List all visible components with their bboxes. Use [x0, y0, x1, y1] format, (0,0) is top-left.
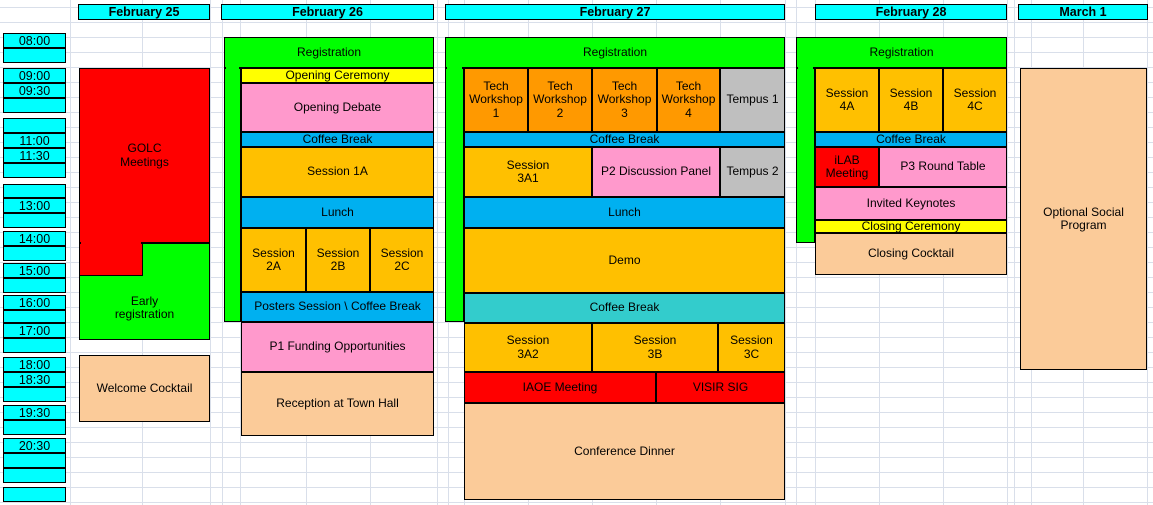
- time-cell-0930[interactable]: 09:30: [3, 83, 66, 98]
- time-cell-blank[interactable]: [3, 118, 66, 133]
- gridline-vertical: [70, 0, 71, 505]
- time-cell-1100[interactable]: 11:00: [3, 133, 66, 148]
- gridline-vertical: [1014, 0, 1015, 505]
- event-session-2a[interactable]: Session 2A: [241, 228, 306, 292]
- event-p1-funding-opportunities[interactable]: P1 Funding Opportunities: [241, 322, 434, 372]
- registration-feb27-seam: [447, 65, 462, 70]
- event-tech-workshop-1[interactable]: Tech Workshop 1: [464, 68, 528, 132]
- gridline-vertical: [1147, 0, 1148, 505]
- event-session-3b[interactable]: Session 3B: [592, 323, 718, 372]
- event-coffee-break-feb27-am[interactable]: Coffee Break: [464, 132, 785, 147]
- event-p2-discussion-panel[interactable]: P2 Discussion Panel: [592, 147, 720, 197]
- time-cell-1300[interactable]: 13:00: [3, 198, 66, 213]
- time-cell-blank[interactable]: [3, 163, 66, 178]
- event-tempus-1[interactable]: Tempus 1: [720, 68, 785, 132]
- event-golc-meetings-notch[interactable]: [79, 243, 143, 276]
- event-lunch-feb27[interactable]: Lunch: [464, 197, 785, 228]
- event-session-2c[interactable]: Session 2C: [370, 228, 434, 292]
- time-cell-blank[interactable]: [3, 213, 66, 228]
- gridline-horizontal: [0, 502, 1153, 503]
- day-header-march-1[interactable]: March 1: [1018, 4, 1148, 20]
- time-cell-blank[interactable]: [3, 338, 66, 353]
- event-tech-workshop-3[interactable]: Tech Workshop 3: [592, 68, 657, 132]
- time-cell-blank[interactable]: [3, 387, 66, 402]
- event-session-3a2[interactable]: Session 3A2: [464, 323, 592, 372]
- event-coffee-break-feb27-pm[interactable]: Coffee Break: [464, 293, 785, 323]
- gridline-vertical: [437, 0, 438, 505]
- time-cell-1700[interactable]: 17:00: [3, 323, 66, 338]
- time-cell-blank[interactable]: [3, 246, 66, 261]
- event-demo[interactable]: Demo: [464, 228, 785, 293]
- event-closing-cocktail[interactable]: Closing Cocktail: [815, 233, 1007, 275]
- time-cell-1800[interactable]: 18:00: [3, 357, 66, 372]
- event-opening-ceremony[interactable]: Opening Ceremony: [241, 68, 434, 83]
- event-conference-dinner[interactable]: Conference Dinner: [464, 403, 785, 500]
- time-cell-blank[interactable]: [3, 420, 66, 435]
- gridline-vertical: [1007, 0, 1008, 505]
- event-session-1a[interactable]: Session 1A: [241, 147, 434, 197]
- time-cell-1500[interactable]: 15:00: [3, 263, 66, 278]
- time-cell-blank[interactable]: [3, 453, 66, 468]
- day-header-february-27[interactable]: February 27: [445, 4, 785, 20]
- time-cell-1600[interactable]: 16:00: [3, 295, 66, 310]
- time-cell-blank[interactable]: [3, 98, 66, 113]
- time-cell-blank[interactable]: [3, 310, 66, 323]
- gridline-vertical: [796, 0, 797, 505]
- time-cell-blank[interactable]: [3, 184, 66, 198]
- event-tech-workshop-4[interactable]: Tech Workshop 4: [657, 68, 720, 132]
- event-opening-debate[interactable]: Opening Debate: [241, 83, 434, 132]
- event-reception-at-town-hall[interactable]: Reception at Town Hall: [241, 372, 434, 436]
- gridline-vertical: [210, 0, 211, 505]
- time-cell-1130[interactable]: 11:30: [3, 148, 66, 163]
- event-posters-session-coffee-break[interactable]: Posters Session \ Coffee Break: [241, 292, 434, 322]
- event-registration-feb26[interactable]: Registration: [224, 37, 434, 68]
- time-cell-0800[interactable]: 08:00: [3, 33, 66, 48]
- time-cell-blank[interactable]: [3, 468, 66, 483]
- event-optional-social-program[interactable]: Optional Social Program: [1020, 68, 1147, 370]
- day-header-february-25[interactable]: February 25: [78, 4, 210, 20]
- time-cell-1930[interactable]: 19:30: [3, 405, 66, 420]
- event-registration-feb28[interactable]: Registration: [796, 37, 1007, 68]
- event-closing-ceremony[interactable]: Closing Ceremony: [815, 219, 1007, 233]
- event-ilab-meeting[interactable]: iLAB Meeting: [815, 147, 879, 187]
- event-tech-workshop-2[interactable]: Tech Workshop 2: [528, 68, 592, 132]
- event-iaoe-meeting[interactable]: IAOE Meeting: [464, 372, 656, 403]
- event-coffee-break-feb28[interactable]: Coffee Break: [815, 132, 1007, 147]
- event-session-4a[interactable]: Session 4A: [815, 68, 879, 132]
- event-session-3c[interactable]: Session 3C: [718, 323, 785, 372]
- event-registration-feb28-strip[interactable]: [796, 68, 815, 243]
- event-p3-round-table[interactable]: P3 Round Table: [879, 147, 1007, 187]
- time-cell-1400[interactable]: 14:00: [3, 231, 66, 246]
- event-invited-keynotes[interactable]: Invited Keynotes: [815, 187, 1007, 220]
- time-cell-blank[interactable]: [3, 278, 66, 293]
- event-visir-sig[interactable]: VISIR SIG: [656, 372, 785, 403]
- registration-feb26-seam: [226, 65, 239, 70]
- gridline-vertical: [785, 0, 786, 505]
- time-cell-blank[interactable]: [3, 48, 66, 63]
- day-header-february-28[interactable]: February 28: [815, 4, 1007, 20]
- event-early-registration-label[interactable]: Early registration: [114, 293, 175, 321]
- gridline-vertical: [222, 0, 223, 505]
- day-header-february-26[interactable]: February 26: [221, 4, 434, 20]
- event-session-4c[interactable]: Session 4C: [943, 68, 1007, 132]
- event-session-4b[interactable]: Session 4B: [879, 68, 943, 132]
- registration-feb28-seam: [798, 65, 813, 70]
- event-session-2b[interactable]: Session 2B: [306, 228, 370, 292]
- time-cell-1830[interactable]: 18:30: [3, 372, 66, 387]
- event-registration-feb26-strip[interactable]: [224, 68, 241, 322]
- event-lunch-feb26[interactable]: Lunch: [241, 197, 434, 228]
- event-registration-feb27[interactable]: Registration: [445, 37, 785, 68]
- time-cell-0900[interactable]: 09:00: [3, 68, 66, 83]
- event-registration-feb27-strip[interactable]: [445, 68, 464, 322]
- event-tempus-2[interactable]: Tempus 2: [720, 147, 785, 197]
- gridline-horizontal: [0, 22, 1153, 23]
- event-golc-meetings[interactable]: GOLC Meetings: [79, 68, 210, 243]
- time-cell-2030[interactable]: 20:30: [3, 438, 66, 453]
- time-cell-blank[interactable]: [3, 487, 66, 502]
- event-session-3a1[interactable]: Session 3A1: [464, 147, 592, 197]
- golc-meetings-seam: [81, 241, 141, 246]
- event-welcome-cocktail[interactable]: Welcome Cocktail: [79, 355, 210, 422]
- event-coffee-break-feb26[interactable]: Coffee Break: [241, 132, 434, 147]
